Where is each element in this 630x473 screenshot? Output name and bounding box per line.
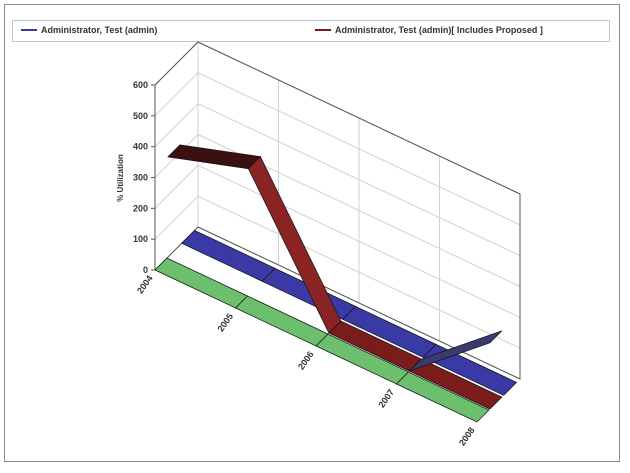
series-1-ribbon: [181, 229, 518, 396]
chart-frame: [4, 4, 620, 462]
side-wall-gridline: [154, 72, 199, 117]
y-tick-label: 600: [133, 80, 148, 90]
legend-item-series-1: Administrator, Test (admin): [21, 25, 157, 35]
legend-swatch-series-2: [315, 29, 331, 31]
series-3-ribbon: [154, 257, 490, 423]
series-2-segment: [167, 144, 262, 170]
x-tick-label: 2008: [457, 425, 477, 447]
y-tick-label: 100: [133, 234, 148, 244]
series-2-ribbon: [167, 144, 503, 410]
x-tick-label: 2004: [135, 273, 155, 295]
x-tick-label: 2007: [376, 387, 396, 409]
legend-item-series-2: Administrator, Test (admin)[ Includes Pr…: [315, 25, 543, 35]
side-wall-gridline: [154, 164, 199, 209]
chart-legend: Administrator, Test (admin) Administrato…: [12, 20, 610, 42]
legend-label-series-2: Administrator, Test (admin)[ Includes Pr…: [335, 25, 543, 35]
side-wall-gridline: [154, 103, 199, 148]
rising-ribbon-segment: [409, 330, 503, 372]
side-wall-gridline: [154, 195, 199, 240]
legend-label-series-1: Administrator, Test (admin): [41, 25, 158, 35]
y-tick-label: 0: [143, 265, 148, 275]
y-tick-label: 200: [133, 203, 148, 213]
x-tick-label: 2005: [215, 311, 235, 333]
y-tick-label: 400: [133, 142, 148, 152]
y-tick-label: 300: [133, 173, 148, 183]
y-axis-label: % Utilization: [116, 154, 125, 202]
series-3-segment: [395, 371, 490, 423]
legend-swatch-series-1: [21, 29, 37, 31]
y-tick-label: 500: [133, 111, 148, 121]
x-tick-label: 2006: [296, 349, 316, 371]
